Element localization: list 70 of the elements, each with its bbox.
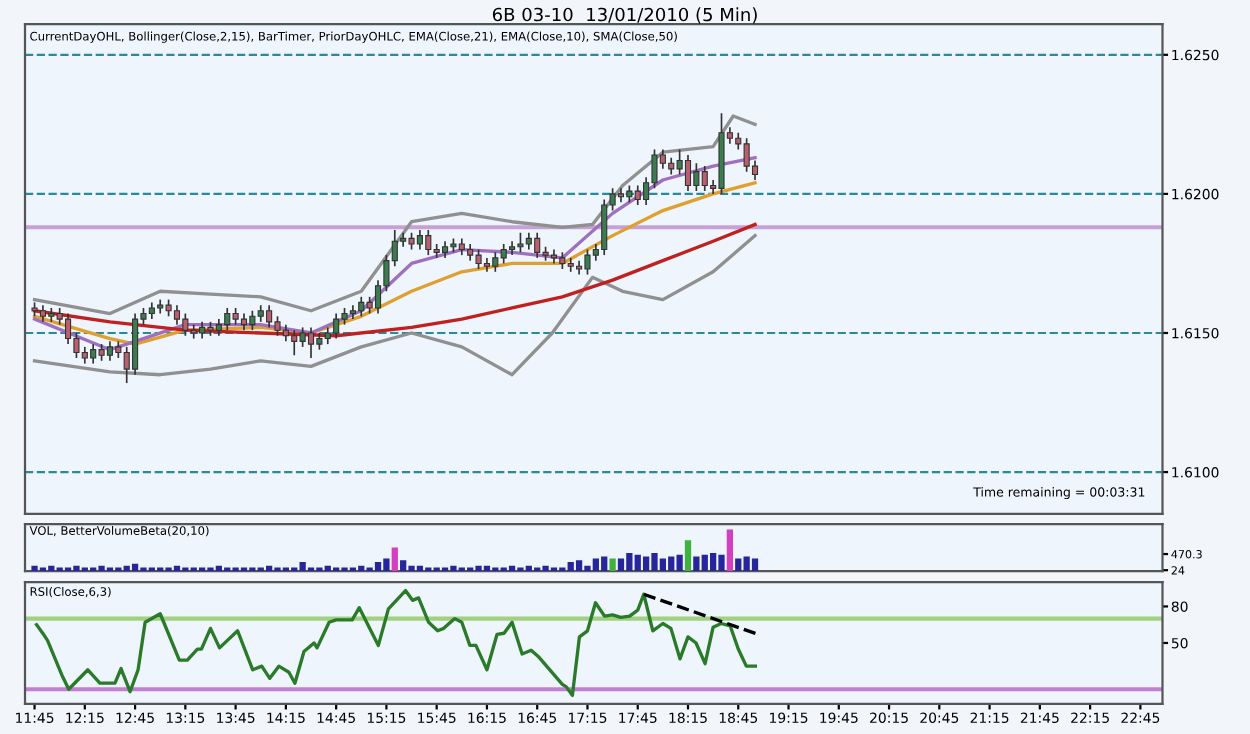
line-series: [32, 114, 757, 316]
bar: [726, 529, 734, 572]
candlestick: [173, 304, 181, 326]
bar: [584, 565, 591, 572]
bar: [575, 560, 583, 572]
candlestick: [601, 198, 608, 256]
bar: [743, 556, 750, 572]
candlestick: [500, 243, 507, 265]
candlestick: [333, 312, 340, 340]
candlestick: [475, 248, 482, 270]
candlestick: [274, 315, 281, 337]
bar: [626, 552, 633, 572]
bar: [693, 556, 700, 572]
candlestick: [701, 165, 708, 192]
candlestick: [291, 329, 298, 357]
candlestick: [307, 326, 315, 359]
bar: [131, 563, 139, 572]
bar: [601, 556, 608, 572]
bar: [735, 558, 742, 572]
bar: [408, 565, 415, 572]
candlestick: [224, 307, 231, 332]
candlestick: [517, 232, 524, 254]
bar: [684, 540, 692, 572]
bar: [709, 552, 717, 572]
bar: [668, 556, 675, 572]
candlestick: [416, 229, 423, 251]
bar: [31, 565, 38, 572]
bar: [73, 565, 80, 572]
candlestick: [684, 154, 692, 192]
line-series: [32, 181, 757, 346]
candlestick: [743, 137, 750, 173]
bar: [609, 558, 616, 572]
bar: [676, 554, 683, 572]
bar: [634, 554, 641, 572]
bar: [299, 562, 306, 572]
bar: [718, 554, 725, 572]
candlestick: [358, 295, 365, 318]
bar: [400, 560, 407, 572]
candlestick: [693, 162, 700, 192]
chart-title: 6B 03-10 13/01/2010 (5 Min): [492, 7, 757, 24]
candlestick: [634, 184, 641, 206]
bar: [391, 547, 398, 572]
bar: [450, 565, 457, 572]
candlestick: [534, 232, 541, 259]
bar: [592, 558, 599, 572]
candlestick: [266, 304, 273, 329]
candlestick: [106, 340, 114, 362]
candlestick: [90, 343, 97, 365]
candlestick: [492, 251, 499, 273]
bar: [383, 558, 390, 572]
line-series: [32, 222, 757, 338]
candlestick: [299, 326, 306, 348]
candlestick: [64, 312, 72, 345]
bar: [542, 565, 549, 572]
bar: [567, 562, 574, 572]
bar: [701, 554, 708, 572]
bar: [98, 565, 105, 572]
candlestick: [249, 309, 256, 332]
candlestick: [425, 229, 432, 256]
bar: [642, 556, 650, 572]
bar: [751, 558, 759, 572]
line-series: [32, 233, 757, 377]
line-series: [34, 588, 758, 698]
bar: [374, 562, 382, 572]
candlestick: [182, 312, 189, 337]
candlestick: [584, 248, 591, 276]
bar: [475, 565, 482, 572]
bar: [659, 558, 666, 572]
bar: [651, 552, 658, 572]
bar: [617, 558, 625, 572]
